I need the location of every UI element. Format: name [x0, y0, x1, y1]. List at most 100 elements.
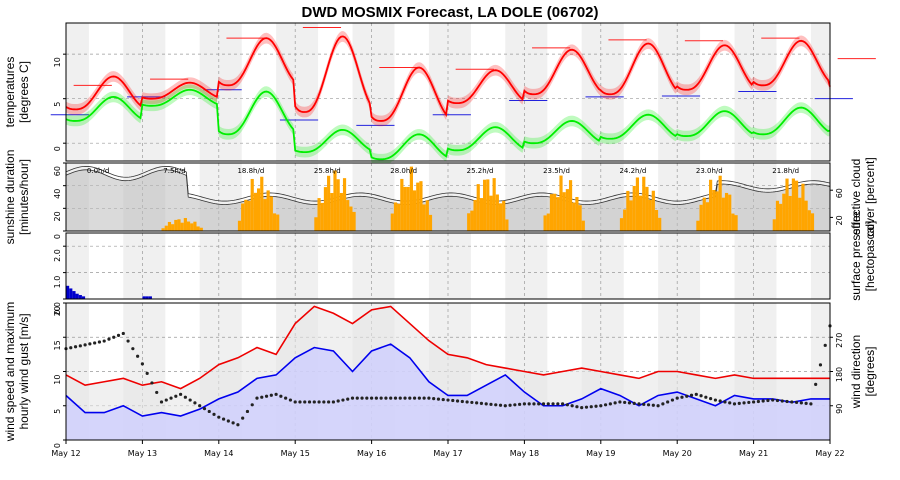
sunshine-bar — [654, 209, 659, 231]
wind-direction-dot — [116, 333, 121, 337]
y-axis-label-right: cover [percent] — [863, 157, 877, 236]
wind-direction-dot — [713, 398, 718, 402]
precipitation-bar — [66, 285, 70, 299]
sunshine-bar — [702, 197, 706, 231]
wind-direction-dot — [145, 371, 149, 376]
wind-direction-dot — [498, 403, 503, 407]
wind-direction-dot — [73, 345, 78, 349]
sunshine-bar — [553, 193, 557, 231]
wind-direction-dot — [685, 394, 689, 398]
sunshine-bar — [186, 221, 191, 231]
wind-direction-dot — [522, 402, 527, 406]
sunshine-bar — [658, 217, 662, 231]
sunshine-bar — [581, 220, 585, 231]
wind-direction-dot — [93, 341, 97, 345]
wind-direction-dot — [97, 340, 102, 344]
sunshine-bar — [247, 200, 251, 231]
wind-direction-dot — [513, 403, 517, 407]
wind-direction-dot — [288, 398, 293, 402]
wind-direction-dot — [417, 396, 421, 400]
night-shade — [276, 23, 319, 161]
y-axis-label: [minutes/hour] — [17, 159, 31, 235]
wind-direction-dot — [379, 396, 383, 400]
wind-direction-dot — [689, 393, 694, 397]
wind-direction-dot — [221, 417, 226, 421]
wind-direction-dot — [126, 339, 130, 343]
sunshine-bar — [171, 224, 175, 231]
sunshine-bar — [416, 182, 420, 231]
sunshine-bar — [788, 195, 792, 231]
wind-direction-dot — [599, 404, 603, 408]
wind-direction-dot — [245, 409, 250, 414]
sunshine-bar — [785, 178, 789, 231]
sunshine-bar — [772, 219, 776, 231]
wind-direction-dot — [541, 402, 546, 406]
y-tick-label: 0.0 — [53, 302, 62, 315]
wind-direction-dot — [632, 401, 636, 405]
sunshine-bar — [623, 209, 627, 231]
y-axis-label-right: wind direction — [849, 335, 863, 409]
wind-direction-dot — [752, 400, 756, 404]
wind-direction-dot — [427, 396, 431, 400]
sunshine-bar — [422, 204, 426, 231]
sunshine-bar — [794, 180, 799, 231]
wind-direction-dot — [561, 402, 565, 406]
sunshine-bar — [320, 202, 324, 231]
wind-direction-dot — [613, 401, 617, 405]
wind-direction-dot — [761, 399, 765, 403]
wind-direction-dot — [661, 402, 665, 406]
wind-direction-dot — [188, 398, 192, 402]
wind-direction-dot — [551, 402, 555, 406]
sunshine-bar — [568, 180, 573, 231]
wind-direction-dot — [455, 399, 460, 403]
y-tick-label-right: 60 — [835, 188, 844, 198]
sunshine-bar — [559, 175, 563, 231]
y-tick-label: 0 — [53, 234, 62, 239]
wind-direction-dot — [312, 400, 316, 404]
sunshine-bar — [578, 205, 582, 231]
wind-direction-dot — [384, 396, 388, 400]
sunshine-bar — [791, 178, 795, 231]
sunshine-bar — [479, 198, 484, 231]
sunshine-bar — [696, 220, 700, 231]
sunshine-bar — [180, 222, 184, 231]
night-shade — [352, 233, 395, 299]
wind-direction-dot — [193, 401, 197, 405]
sunshine-bar — [639, 195, 643, 231]
wind-direction-dot — [212, 412, 216, 416]
wind-direction-dot — [704, 395, 708, 399]
wind-direction-dot — [670, 398, 675, 402]
sunshine-bar — [467, 213, 471, 231]
wind-direction-dot — [83, 343, 87, 347]
sunshine-bar — [244, 199, 248, 231]
wind-direction-dot — [370, 396, 374, 400]
sunshine-bar — [253, 192, 257, 231]
sunshine-bar — [409, 166, 413, 231]
wind-direction-dot — [350, 396, 355, 400]
precipitation-bar — [72, 291, 76, 299]
y-tick-label: 0 — [53, 443, 62, 448]
sunshine-bar — [699, 204, 703, 231]
sunshine-bar — [565, 189, 569, 231]
wind-direction-dot — [336, 399, 340, 403]
sunshine-bar — [721, 197, 725, 231]
sunshine-bar — [260, 176, 264, 231]
wind-direction-dot — [164, 398, 168, 402]
sunshine-bar — [642, 176, 646, 231]
wind-direction-dot — [159, 400, 164, 404]
night-shade — [505, 233, 548, 299]
y-tick-label-right: 180 — [835, 367, 844, 382]
wind-direction-dot — [131, 347, 135, 351]
wind-direction-dot — [107, 337, 111, 341]
wind-direction-dot — [532, 402, 536, 406]
wind-direction-dot — [198, 404, 202, 408]
wind-direction-dot — [341, 398, 345, 402]
y-tick-label: 5 — [53, 409, 62, 414]
x-tick-label: May 19 — [586, 449, 615, 458]
sunshine-bar — [276, 214, 280, 231]
wind-direction-dot — [202, 407, 207, 411]
wind-direction-dot — [814, 382, 818, 386]
sunshine-bar — [556, 197, 560, 231]
wind-direction-dot — [618, 400, 622, 404]
sunshine-bar — [632, 185, 636, 231]
